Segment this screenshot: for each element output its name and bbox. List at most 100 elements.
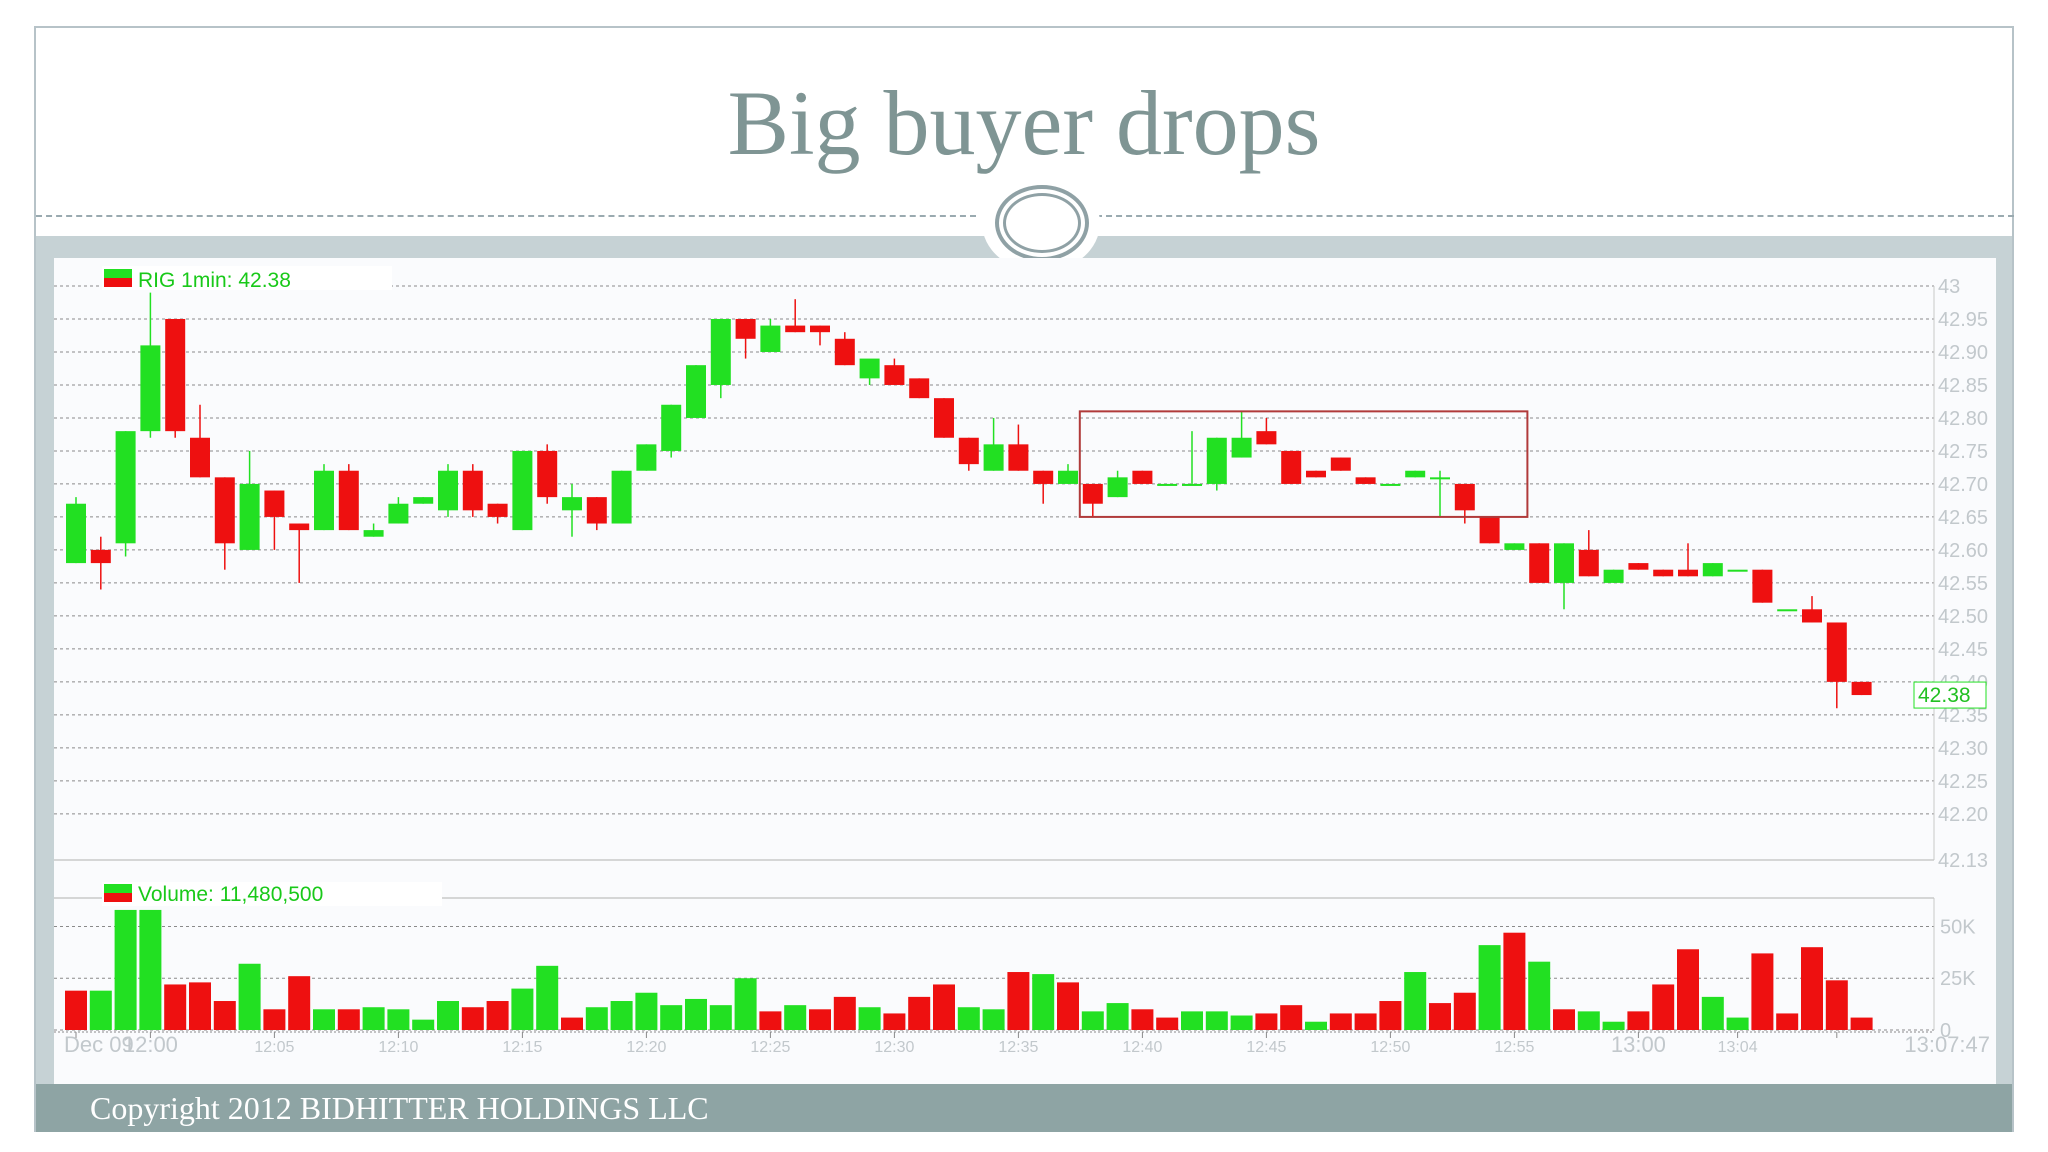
candle-body [1678, 569, 1698, 577]
price-tick-label: 42.60 [1938, 540, 1988, 562]
candle-body [1330, 457, 1351, 471]
volume-bar [1677, 949, 1699, 1030]
volume-bar [362, 1007, 385, 1030]
candle-body [686, 365, 706, 418]
volume-bar [1652, 984, 1675, 1030]
medallion-inner-ring-icon [1003, 193, 1081, 253]
price-tick-label: 43 [1938, 276, 1960, 298]
candle-body [314, 470, 334, 531]
price-tick-label: 42.85 [1938, 375, 1988, 397]
candle-body [1454, 483, 1475, 511]
chart-panel: 43 42.95 42.90 42.85 42.80 42.75 42.70 42.65 42.… [54, 258, 1996, 1084]
volume-bar [1032, 974, 1055, 1030]
volume-bar [635, 992, 658, 1030]
candle-body [413, 497, 434, 504]
candles [66, 292, 1872, 709]
candle-body [1702, 563, 1723, 577]
candle-body [710, 318, 731, 385]
volume-bar [536, 965, 559, 1030]
time-tick-label: 12:30 [874, 1039, 914, 1056]
price-tick-label: 42.80 [1938, 408, 1988, 430]
time-tick-label: 12:40 [1122, 1039, 1162, 1056]
time-tick-label: 12:55 [1494, 1039, 1534, 1056]
candle-body [1182, 483, 1202, 486]
candle-body [884, 365, 905, 385]
volume-bar [685, 998, 707, 1030]
candle-body [1033, 470, 1054, 484]
volume-legend-down-swatch-icon [104, 893, 132, 902]
chart-frame: 43 42.95 42.90 42.85 42.80 42.75 42.70 42.65 42.… [36, 258, 2012, 1084]
candle-body [1132, 470, 1153, 484]
candle-body [1157, 483, 1178, 486]
volume-bar [709, 1005, 732, 1030]
time-tick-label: 12:05 [254, 1039, 294, 1056]
last-price-label: 42.38 [1913, 681, 1987, 709]
candle-body [1628, 563, 1649, 570]
volume-bar [1230, 1015, 1253, 1030]
price-tick-label: 42.70 [1938, 474, 1988, 496]
candle-body [1008, 444, 1029, 471]
volume-bar [1478, 945, 1501, 1030]
separator-left [36, 215, 976, 217]
volume-bar [1751, 953, 1774, 1030]
candle-body [1430, 477, 1450, 480]
time-tick-label: 12:20 [626, 1039, 666, 1056]
volume-bar [1329, 1013, 1352, 1030]
price-tick-label: 42.95 [1938, 309, 1988, 331]
candle-body [1380, 483, 1401, 486]
candle-body [1727, 569, 1748, 572]
volume-bar [784, 1005, 807, 1030]
time-tick-label: 12:45 [1246, 1039, 1286, 1056]
candle-body [1603, 569, 1624, 583]
price-tick-label: 42.13 [1938, 850, 1988, 872]
candle-body [190, 437, 210, 478]
stock-chart: 43 42.95 42.90 42.85 42.80 42.75 42.70 42.65 42.… [54, 266, 1990, 1057]
volume-axis: 50K 25K 0 [1940, 916, 1976, 1042]
volume-bar [337, 1009, 360, 1030]
volume-bar [1354, 1013, 1377, 1030]
volume-tick-label: 0 [1940, 1020, 1951, 1042]
candle-body [487, 503, 508, 517]
volume-bar [1850, 1017, 1873, 1030]
volume-bar [164, 984, 187, 1030]
slide-title: Big buyer drops [727, 72, 1321, 174]
volume-bar [189, 982, 211, 1030]
price-tick-label: 42.35 [1938, 705, 1988, 727]
candle-body [1206, 437, 1227, 484]
candle-body [1479, 516, 1500, 544]
volume-legend: Volume: 11,480,500 [102, 882, 442, 906]
volume-bar [759, 1011, 782, 1030]
volume-bar [1429, 1003, 1451, 1030]
volume-bar [1181, 1011, 1203, 1030]
candle-body [810, 325, 830, 333]
candle-body [140, 345, 161, 432]
candle-body [661, 404, 682, 451]
candle-body [1554, 543, 1574, 583]
volume-bar [114, 909, 137, 1030]
candle-body [66, 503, 86, 564]
volume-bar [313, 1009, 335, 1030]
candle-body [859, 358, 880, 379]
volume-bar [437, 1001, 459, 1030]
volume-bar [858, 1007, 881, 1030]
volume-bar [1825, 980, 1848, 1030]
volume-bar [1577, 1011, 1600, 1030]
volume-bar [1627, 1011, 1650, 1030]
volume-tick-label: 50K [1940, 916, 1976, 938]
price-tick-label: 42.30 [1938, 738, 1988, 760]
candle-body [537, 450, 558, 498]
volume-bar [1057, 982, 1079, 1030]
price-tick-label: 42.50 [1938, 606, 1988, 628]
volume-tick-label: 25K [1940, 968, 1976, 990]
volume-bar [1602, 1021, 1625, 1030]
candle-body [735, 318, 756, 339]
volume-bar [1106, 1003, 1129, 1030]
last-price-text: 42.38 [1918, 684, 1971, 707]
volume-bar [1553, 1009, 1575, 1030]
candle-body [1802, 609, 1822, 623]
legend-up-swatch-icon [104, 269, 132, 278]
candle-body [438, 470, 458, 511]
separator-right [1096, 215, 2014, 217]
volume-bar [412, 1019, 435, 1030]
